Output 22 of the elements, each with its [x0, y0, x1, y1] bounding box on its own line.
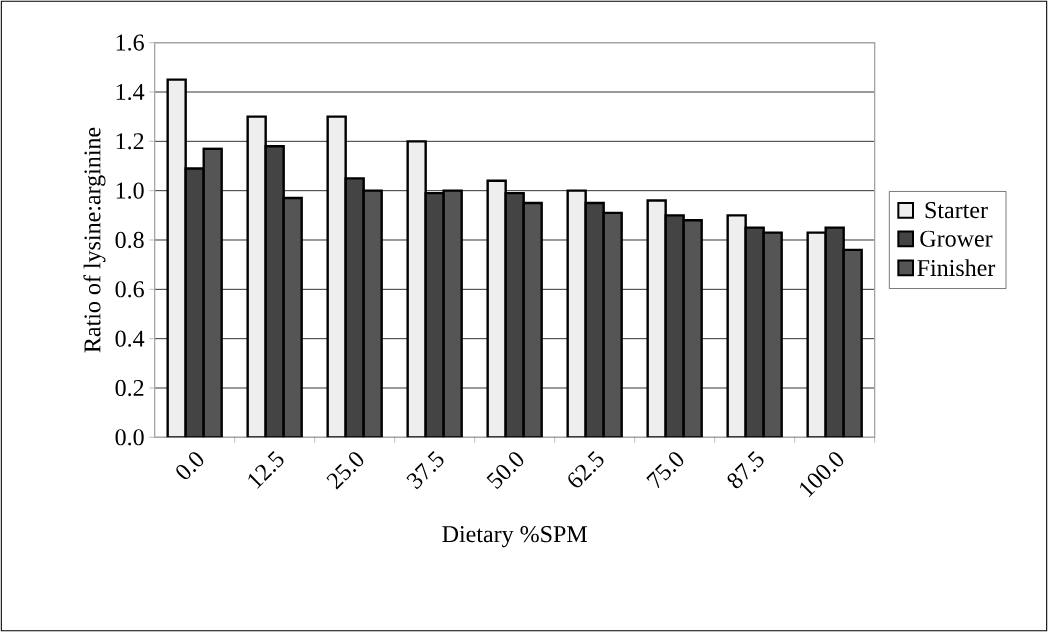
x-tick-label: 50.0	[486, 452, 524, 490]
x-tick-label: 75.0	[646, 452, 684, 489]
x-tick-label: 87.5	[727, 450, 764, 489]
y-tick-label: 0.8	[115, 231, 144, 249]
x-tick-label: 12.5	[248, 450, 284, 489]
y-tick-label: 1.2	[116, 133, 144, 150]
y-tick-label: 0.6	[115, 281, 144, 298]
legend-label: Starter	[925, 202, 988, 219]
y-tick-label: 1.0	[116, 182, 144, 199]
y-axis-title: Ratio of lysine:arginine	[83, 127, 106, 353]
legend-label: Finisher	[917, 259, 996, 277]
x-tick-label: 62.5	[568, 450, 604, 488]
x-tick-label: 0.0	[176, 452, 204, 480]
legend-label: Grower	[920, 230, 993, 247]
y-tick-label: 1.4	[116, 83, 145, 101]
x-tick-label: 25.0	[326, 452, 364, 490]
x-tick-label: 37.5	[406, 450, 444, 490]
y-tick-label: 0.2	[115, 379, 144, 397]
y-tick-label: 0.4	[115, 330, 145, 347]
y-tick-label: 1.6	[116, 34, 144, 51]
y-tick-label: 0.0	[115, 429, 144, 446]
x-axis-title: Dietary %SPM	[442, 526, 587, 548]
